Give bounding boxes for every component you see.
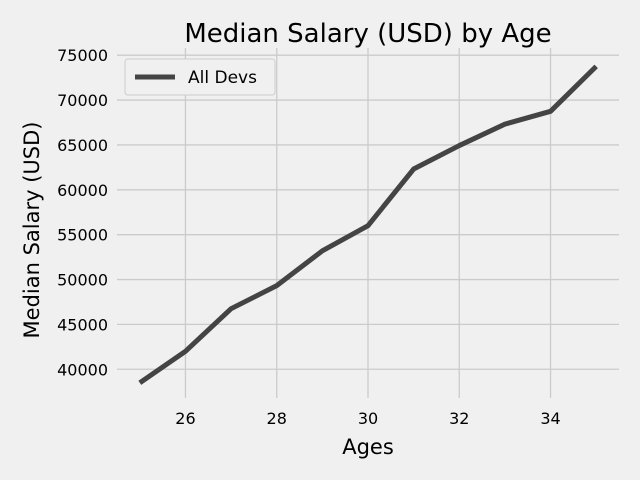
y-tick-label: 65000 xyxy=(57,136,108,155)
y-tick-label: 70000 xyxy=(57,91,108,110)
chart-title: Median Salary (USD) by Age xyxy=(184,19,551,49)
x-tick-label: 28 xyxy=(267,409,287,428)
y-tick-label: 40000 xyxy=(57,360,108,379)
x-tick-label: 30 xyxy=(358,409,378,428)
series-layer xyxy=(138,64,598,385)
x-axis-label: Ages xyxy=(342,435,394,459)
x-tick-label: 26 xyxy=(175,409,195,428)
y-axis-label: Median Salary (USD) xyxy=(20,122,44,339)
grid-layer xyxy=(117,48,619,398)
legend-box xyxy=(124,58,276,96)
y-tick-label: 75000 xyxy=(57,46,108,65)
x-tick-label: 34 xyxy=(540,409,560,428)
y-tick-label: 55000 xyxy=(57,226,108,245)
y-tick-label: 45000 xyxy=(57,315,108,334)
y-tick-label: 60000 xyxy=(57,181,108,200)
legend-label: All Devs xyxy=(188,68,257,88)
y-tick-label: 50000 xyxy=(57,271,108,290)
tick-layer: 26 28 30 32 34 40000 45000 50000 55000 60000 65000… xyxy=(57,46,561,428)
x-tick-label: 32 xyxy=(449,409,469,428)
legend: All Devs xyxy=(124,58,276,96)
